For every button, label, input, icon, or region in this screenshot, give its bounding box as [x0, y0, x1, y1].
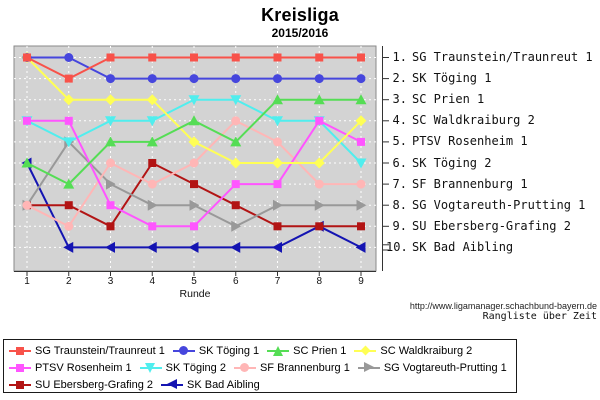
standings-rank: 9.	[392, 218, 407, 233]
rank-chart-svg	[13, 45, 389, 276]
square-marker-icon	[9, 362, 31, 374]
standings-row: 8. SG Vogtareuth-Prutting 1	[386, 197, 598, 212]
standings-rank: 6.	[392, 155, 407, 170]
standings-row: 4. SC Waldkraiburg 2	[386, 114, 598, 127]
diamond-marker-icon	[354, 345, 377, 357]
legend-label: SG Vogtareuth-Prutting 1	[383, 361, 507, 374]
standings-rank: 2.	[392, 71, 407, 86]
rank-chart	[13, 45, 389, 276]
standings-row: 3. SC Prien 1	[386, 93, 598, 106]
standings-rank: 10.	[386, 239, 408, 254]
legend-label: SK Bad Aibling	[187, 378, 260, 391]
standings-row: 6. SK Töging 2	[386, 155, 598, 170]
legend-item: SF Brannenburg 1	[233, 361, 350, 374]
legend-label: SC Waldkraiburg 2	[380, 344, 473, 357]
standings-rank: 3.	[392, 92, 407, 107]
square-marker-icon	[9, 379, 31, 391]
standings-row: 5. PTSV Rosenheim 1	[386, 135, 598, 148]
standings-team: PTSV Rosenheim 1	[412, 134, 528, 149]
chart-title: Kreisliga	[261, 5, 339, 25]
x-tick-label: 4	[149, 276, 156, 287]
standings-rank: 4.	[392, 113, 407, 128]
standings-rank: 8.	[392, 197, 407, 212]
x-tick-label: 1	[24, 276, 30, 287]
standings-team: SK Töging 1	[412, 71, 492, 86]
legend-label: SG Traunstein/Traunreut 1	[35, 344, 165, 357]
standings-row: 1. SG Traunstein/Traunreut 1	[386, 51, 598, 64]
legend-item: SU Ebersberg-Grafing 2	[9, 379, 153, 391]
standings-team: SU Ebersberg-Grafing 2	[412, 218, 571, 233]
standings-row: 7. SF Brannenburg 1	[386, 176, 598, 191]
standings-row: 9. SU Ebersberg-Grafing 2	[386, 218, 598, 233]
legend-label: SK Töging 2	[165, 361, 226, 374]
triangle-right-marker-icon	[357, 362, 380, 374]
legend-label: SF Brannenburg 1	[259, 361, 350, 374]
x-tick-label: 9	[358, 276, 364, 287]
x-axis-label: Runde	[179, 288, 211, 300]
standings-team: SC Waldkraiburg 2	[412, 113, 535, 128]
legend-box: SG Traunstein/Traunreut 1 SK Töging 1 SC P…	[3, 339, 517, 393]
circle-marker-icon	[172, 345, 195, 357]
chart-subtitle: 2015/2016	[271, 26, 329, 40]
x-tick-label: 2	[65, 276, 72, 287]
legend-label: SU Ebersberg-Grafing 2	[35, 378, 153, 391]
standings-rank: 7.	[392, 176, 407, 191]
standings-team: SC Prien 1	[412, 92, 485, 107]
standings-row: 10. SK Bad Aibling	[386, 239, 598, 254]
legend-label: SC Prien 1	[293, 344, 347, 357]
legend-item: SC Waldkraiburg 2	[354, 345, 472, 357]
legend-item: SG Traunstein/Traunreut 1	[9, 345, 165, 357]
legend-item: SK Bad Aibling	[161, 379, 260, 391]
x-tick-label: 5	[191, 276, 197, 287]
chart-caption: Rangliste über Zeit	[482, 311, 597, 322]
source-url: http://www.ligamanager.schachbund-bayern…	[409, 301, 597, 311]
standings-team: SF Brannenburg 1	[412, 176, 528, 191]
triangle-up-marker-icon	[267, 345, 290, 357]
circle-marker-icon	[233, 362, 256, 374]
triangle-left-marker-icon	[161, 379, 183, 391]
legend-row: SU Ebersberg-Grafing 2 SK Bad Aibling	[9, 376, 516, 392]
x-tick-label: 7	[274, 276, 281, 287]
square-marker-icon	[9, 345, 31, 357]
standings-rank: 1.	[392, 50, 407, 64]
legend-item: SG Vogtareuth-Prutting 1	[357, 361, 507, 374]
legend-row: SG Traunstein/Traunreut 1 SK Töging 1 SC P…	[9, 342, 516, 359]
x-tick-label: 3	[107, 276, 114, 287]
standings-team: SG Traunstein/Traunreut 1	[412, 50, 593, 64]
standings-row: 2. SK Töging 1	[386, 72, 598, 85]
legend-item: SK Töging 2	[139, 361, 226, 374]
standings-team: SG Vogtareuth-Prutting 1	[412, 197, 586, 212]
legend-item: SC Prien 1	[267, 345, 346, 357]
standings-team: SK Bad Aibling	[412, 239, 514, 254]
legend-row: PTSV Rosenheim 1 SK Töging 2 SF Brannenbur…	[9, 359, 516, 376]
triangle-down-marker-icon	[139, 362, 162, 374]
standings-rank: 5.	[392, 134, 407, 149]
legend-item: SK Töging 1	[172, 344, 260, 357]
x-tick-label: 6	[232, 276, 239, 287]
x-tick-label: 8	[316, 276, 323, 287]
legend-label: SK Töging 1	[198, 344, 260, 357]
legend-label: PTSV Rosenheim 1	[35, 361, 132, 374]
legend-item: PTSV Rosenheim 1	[9, 362, 132, 374]
standings-team: SK Töging 2	[412, 155, 492, 170]
